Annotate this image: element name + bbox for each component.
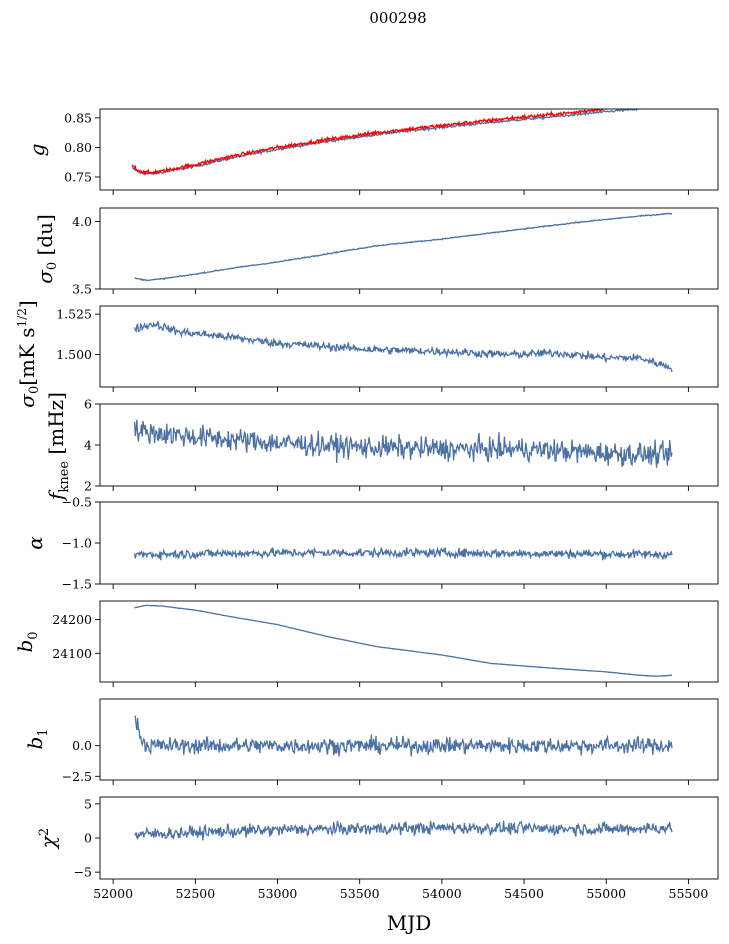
y-tick-label: 0.0 bbox=[72, 738, 92, 753]
x-axis-label: MJD bbox=[387, 911, 432, 935]
y-tick-label: 0.75 bbox=[64, 169, 92, 184]
y-tick-label: 6 bbox=[84, 397, 92, 412]
y-tick-label: 24200 bbox=[52, 612, 92, 627]
ylabels-layer: g σ0 [du] σ0[mK s1/2] fknee [mHz] α b0 b… bbox=[13, 144, 72, 851]
panel-fknee: 2 4 6 bbox=[84, 397, 719, 494]
ylabel-sigma0-mk: σ0[mK s1/2] bbox=[15, 300, 42, 407]
ylabel-b1: b1 bbox=[23, 728, 51, 749]
y-tick-label: 0.80 bbox=[64, 140, 92, 155]
y-tick-label: 1.525 bbox=[56, 307, 92, 322]
panel-g: 0.75 0.80 0.85 bbox=[64, 108, 719, 195]
axes-frame bbox=[99, 698, 719, 781]
panels-layer: 0.750.800.853.54.01.5001.525246−1.5−1.0−… bbox=[52, 108, 719, 901]
y-tick-label: −1.5 bbox=[62, 577, 92, 592]
ylabel-alpha: α bbox=[23, 536, 47, 550]
series-line-sigma0_du-0 bbox=[134, 212, 672, 282]
y-tick-label: 5 bbox=[84, 796, 92, 811]
y-tick-label: 24100 bbox=[52, 646, 92, 661]
series-line-chi2-0 bbox=[134, 820, 673, 841]
axes-frame bbox=[99, 501, 719, 585]
panel-sigma0_du: 3.5 4.0 bbox=[72, 207, 719, 297]
ylabel-chi2: χ2 bbox=[36, 828, 60, 850]
panel-chi2: −5 0 5 52000 52500 53000 53500 54000 54500 55000 5… bbox=[74, 796, 719, 901]
ylabel-fknee: fknee [mHz] bbox=[44, 392, 72, 502]
x-tick-label: 53000 bbox=[258, 886, 298, 901]
ylabel-g: g bbox=[25, 144, 49, 157]
ylabel-sigma0-du: σ0 [du] bbox=[33, 214, 60, 284]
series-line-b1-0 bbox=[134, 715, 673, 757]
series-line-g-0 bbox=[131, 109, 660, 176]
y-tick-label: 0 bbox=[84, 831, 92, 846]
panel-b0: 24100 24200 bbox=[52, 600, 719, 687]
series-line-sigma0_mK-0 bbox=[133, 320, 673, 373]
panel-sigma0_mK: 1.500 1.525 bbox=[56, 305, 719, 392]
panel-alpha: −1.5 −1.0 −0.5 bbox=[62, 495, 719, 592]
series-line-g-1 bbox=[131, 109, 607, 176]
y-tick-label: 2 bbox=[84, 479, 92, 494]
axes-frame bbox=[99, 207, 719, 290]
x-tick-label: 54500 bbox=[504, 886, 544, 901]
y-tick-label: 4.0 bbox=[72, 214, 92, 229]
y-tick-label: −5 bbox=[74, 865, 92, 880]
axes-frame bbox=[99, 305, 719, 388]
axes-frame bbox=[99, 796, 719, 880]
x-tick-label: 55500 bbox=[669, 886, 709, 901]
series-line-alpha-0 bbox=[133, 546, 673, 561]
x-tick-label: 52000 bbox=[93, 886, 133, 901]
x-tick-label: 55000 bbox=[586, 886, 626, 901]
x-tick-label: 53500 bbox=[340, 886, 380, 901]
y-tick-label: 4 bbox=[84, 438, 92, 453]
x-tick-label: 54000 bbox=[422, 886, 462, 901]
axes-frame bbox=[99, 600, 719, 683]
y-tick-label: 0.85 bbox=[64, 110, 92, 125]
figure-title: 000298 bbox=[369, 9, 426, 27]
series-line-fknee-0 bbox=[133, 419, 673, 468]
series-line-b0-0 bbox=[134, 604, 673, 677]
y-tick-label: 3.5 bbox=[72, 282, 92, 297]
y-tick-label: 1.500 bbox=[56, 347, 92, 362]
panel-b1: −2.5 0.0 bbox=[62, 698, 719, 785]
ylabel-b0: b0 bbox=[13, 631, 41, 652]
x-tick-label: 52500 bbox=[175, 886, 215, 901]
y-tick-label: −2.5 bbox=[62, 769, 92, 784]
y-tick-label: −1.0 bbox=[62, 536, 92, 551]
axes-frame bbox=[99, 108, 719, 191]
y-tick-label: −0.5 bbox=[62, 495, 92, 510]
